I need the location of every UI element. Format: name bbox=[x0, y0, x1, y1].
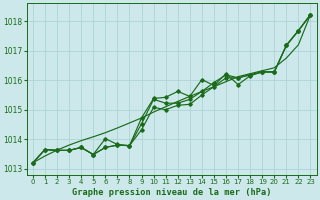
X-axis label: Graphe pression niveau de la mer (hPa): Graphe pression niveau de la mer (hPa) bbox=[72, 188, 271, 197]
